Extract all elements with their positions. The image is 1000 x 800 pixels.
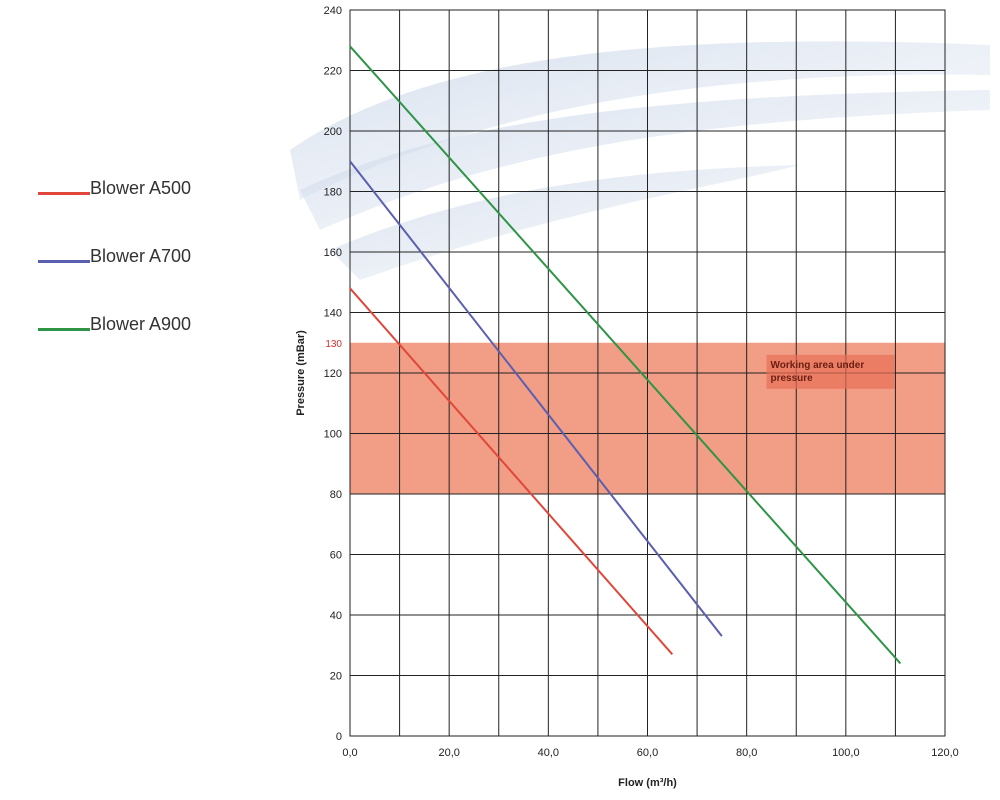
series-line-blower-a700 (349, 160, 723, 637)
legend-label-a700: Blower A700 (90, 246, 192, 266)
series-layer (349, 45, 902, 665)
x-tick-label: 20,0 (438, 747, 459, 759)
y-tick-label: 40 (330, 610, 342, 622)
x-tick-label: 80,0 (736, 747, 757, 759)
working-area-label-box (766, 354, 895, 389)
legend-label-a500: Blower A500 (90, 178, 192, 198)
working-area-label: Working area under pressure (771, 360, 865, 384)
y-tick-label: 120 (324, 368, 342, 380)
plot-border (349, 9, 946, 737)
x-tick-label: 40,0 (538, 747, 559, 759)
threshold-label: 130 (325, 339, 342, 350)
y-tick-label: 180 (324, 187, 342, 199)
y-tick-label: 220 (324, 66, 342, 78)
y-tick-label: 20 (330, 671, 342, 683)
y-tick-label: 240 (324, 5, 342, 17)
legend-swatch-a900 (38, 328, 90, 331)
x-tick-label: 0,0 (342, 747, 357, 759)
x-tick-label: 100,0 (832, 747, 860, 759)
x-tick-label: 120,0 (931, 747, 959, 759)
x-axis-title: Flow (m³/h) (618, 777, 677, 789)
y-tick-label: 160 (324, 247, 342, 259)
background-wave-3 (330, 165, 800, 280)
y-axis-title: Pressure (mBar) (295, 330, 307, 416)
background-layer (290, 41, 990, 280)
y-tick-label: 0 (336, 731, 342, 743)
label-layer: 0 20 40 60 80 100 120 140 160 180 200 220 240 0,0 20,0… (295, 5, 959, 789)
background-wave-2 (300, 90, 990, 230)
y-tick-label: 140 (324, 308, 342, 320)
series-line-blower-a500 (349, 287, 674, 655)
legend-label-a900: Blower A900 (90, 314, 192, 334)
series-line-blower-a900 (349, 45, 902, 665)
x-tick-label: 60,0 (637, 747, 658, 759)
y-tick-label: 60 (330, 550, 342, 562)
y-tick-label: 100 (324, 429, 342, 441)
y-tick-label: 200 (324, 126, 342, 138)
legend-swatch-a700 (38, 260, 90, 263)
legend-swatch-a500 (38, 192, 90, 195)
background-wave-1 (290, 41, 990, 200)
y-tick-label: 80 (330, 489, 342, 501)
